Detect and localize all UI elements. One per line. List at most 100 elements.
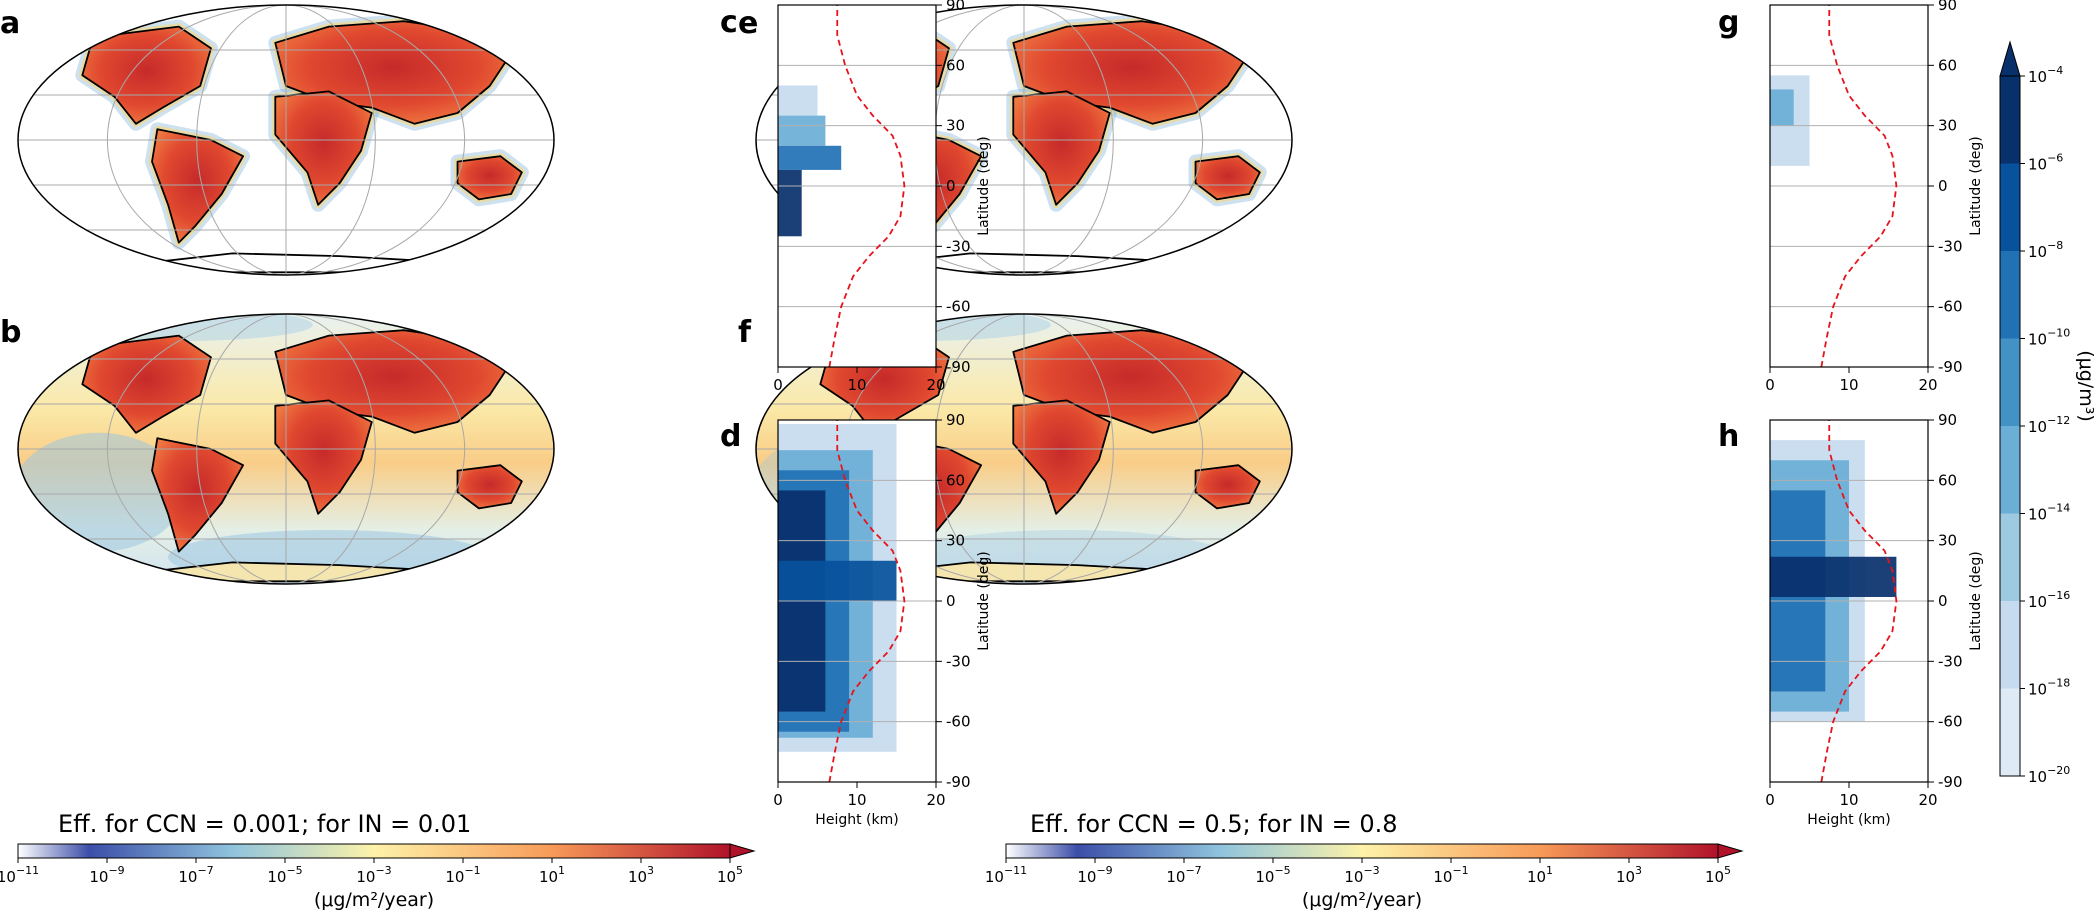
colorbar-title: (μg/m²/year) [314, 889, 434, 911]
tropopause-line [1820, 420, 1898, 783]
ytick-label: -90 [946, 358, 971, 376]
caption-right: Eff. for CCN = 0.5; for IN = 0.8 [1030, 810, 1398, 838]
panel-label-e: e [738, 6, 758, 41]
ytick-label: -30 [1938, 652, 1963, 670]
colorbar-tick-label: 10−20 [2028, 764, 2070, 786]
xtick-label: 20 [926, 376, 945, 394]
ytick-label: 30 [1938, 117, 1957, 135]
map-panel-b: b [0, 313, 555, 585]
concentration-band [778, 145, 842, 170]
ytick-label: 90 [1938, 411, 1957, 429]
ylabel: Latitude (deg) [976, 551, 992, 650]
colorbar-tick-label: 101 [1527, 864, 1553, 886]
longitude-gridline [1023, 4, 1114, 276]
concentration-colorbar-segment [2000, 338, 2020, 426]
colorbar-tick-label: 10−16 [2028, 589, 2070, 611]
concentration-colorbar-segment [2000, 76, 2020, 164]
ytick-label: -60 [946, 298, 971, 316]
concentration-band [1770, 556, 1897, 597]
concentration-colorbar-segment [2000, 163, 2020, 251]
xtick-label: 0 [1765, 791, 1775, 809]
longitude-gridline [285, 313, 376, 585]
xtick-label: 10 [1839, 791, 1858, 809]
concentration-colorbar-segment [2000, 251, 2020, 339]
map-panel-a: a [0, 4, 555, 276]
ytick-label: 30 [946, 117, 965, 135]
colorbar-tick-label: 10−5 [1255, 864, 1290, 886]
ytick-label: 60 [1938, 471, 1957, 489]
continent-australia [456, 464, 523, 510]
deposition-colorbar [17, 843, 731, 859]
ytick-label: 60 [946, 471, 965, 489]
colorbar-tick-label: 103 [1616, 864, 1642, 886]
colorbar-tick-label: 105 [1705, 864, 1731, 886]
xtick-label: 20 [926, 791, 945, 809]
panel-label-f: f [738, 315, 752, 350]
continent-australia [456, 155, 523, 201]
colorbar-tick-label: 10−1 [445, 864, 480, 886]
colorbar-tick-label: 10−4 [2028, 64, 2063, 86]
concentration-band [778, 169, 802, 237]
ylabel: Latitude (deg) [1968, 551, 1984, 650]
colorbar-tick-label: 10−1 [1433, 864, 1468, 886]
ylabel: Latitude (deg) [976, 136, 992, 235]
longitude-gridline [285, 313, 466, 585]
ytick-label: -30 [946, 237, 971, 255]
concentration-band [778, 115, 826, 146]
ytick-label: 0 [1938, 177, 1948, 195]
ytick-label: 90 [946, 411, 965, 429]
continent-south-america [151, 437, 245, 553]
caption-group-left: Eff. for CCN = 0.001; for IN = 0.0110−11… [0, 810, 756, 911]
longitude-gridline [285, 4, 376, 276]
ytick-label: 30 [946, 532, 965, 550]
ylabel: Latitude (deg) [1968, 136, 1984, 235]
colorbar-tick-label: 101 [539, 864, 565, 886]
colorbar-tick-label: 10−3 [356, 864, 391, 886]
ytick-label: -60 [1938, 298, 1963, 316]
concentration-colorbar-segment [2000, 426, 2020, 514]
colorbar-extend-arrow [1999, 40, 2021, 77]
panel-label-d: d [720, 419, 741, 454]
concentration-colorbar-title: (μg/m³) [2075, 350, 2097, 422]
xlabel: Height (km) [815, 812, 898, 828]
longitude-gridline [285, 4, 466, 276]
xtick-label: 10 [847, 376, 866, 394]
caption-left: Eff. for CCN = 0.001; for IN = 0.01 [58, 810, 471, 838]
colorbar-tick-label: 10−9 [89, 864, 124, 886]
colorbar-extend-arrow [1717, 843, 1744, 859]
xtick-label: 10 [1839, 376, 1858, 394]
colorbar-tick-label: 10−12 [2028, 414, 2070, 436]
colorbar-tick-label: 10−11 [0, 864, 39, 886]
colorbar-tick-label: 10−10 [2028, 327, 2070, 349]
colorbar-title: (μg/m²/year) [1302, 889, 1422, 911]
xtick-label: 0 [773, 376, 783, 394]
deposition-colorbar [1005, 843, 1719, 859]
colorbar-tick-label: 10−9 [1077, 864, 1112, 886]
longitude-gridline [1023, 313, 1204, 585]
ytick-label: 60 [946, 56, 965, 74]
colorbar-tick-label: 10−7 [178, 864, 213, 886]
continent-north-america [81, 334, 212, 434]
ytick-label: 0 [1938, 592, 1948, 610]
profile-panel-d: 90 60 30 0 -30 -60 -90 Latitude (deg) 0 10 20 Heigh… [720, 411, 992, 828]
longitude-gridline [106, 4, 287, 276]
panel-label-c: c [720, 5, 738, 40]
tropopause-line [828, 420, 906, 783]
map-boundary [17, 4, 555, 276]
panel-label-h: h [1718, 419, 1739, 454]
xtick-label: 0 [773, 791, 783, 809]
profile-panel-g: 90 60 30 0 -30 -60 -90 Latitude (deg) 0 10 20 g [1718, 0, 1984, 394]
tropopause-line [828, 5, 906, 368]
ytick-label: 30 [1938, 532, 1957, 550]
colorbar-tick-label: 10−3 [1344, 864, 1379, 886]
continent-australia [1194, 155, 1261, 201]
panel-label-b: b [0, 315, 21, 350]
ytick-label: -90 [1938, 358, 1963, 376]
xtick-label: 10 [847, 791, 866, 809]
panel-label-g: g [1718, 5, 1739, 40]
ytick-label: 60 [1938, 56, 1957, 74]
ytick-label: -90 [946, 773, 971, 791]
ytick-label: 0 [946, 177, 956, 195]
colorbar-tick-label: 10−11 [985, 864, 1027, 886]
